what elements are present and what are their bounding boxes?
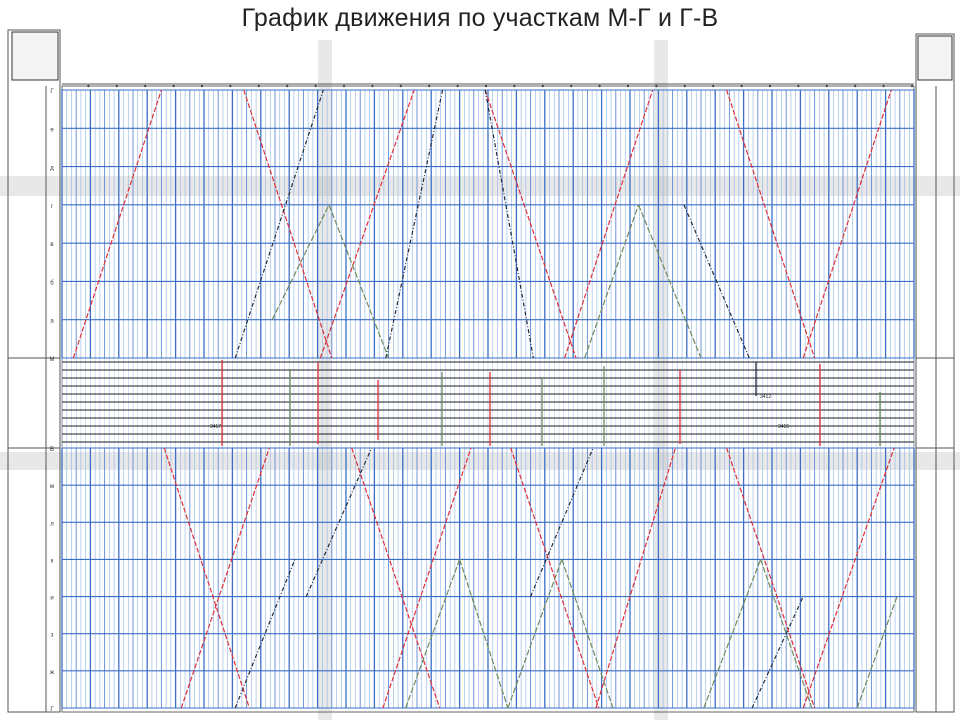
- station-labels: Ма б в г д е Г Гж з и к л м В 3417 3412 3415: [50, 89, 790, 713]
- hour-tick-mark: [626, 84, 630, 88]
- train-line: [507, 559, 563, 709]
- hour-tick-mark: [513, 84, 516, 88]
- train-line: [683, 204, 750, 359]
- train-line: [802, 447, 895, 709]
- hour-tick-mark: [371, 84, 374, 88]
- station-name: М: [50, 357, 55, 363]
- train-line: [243, 89, 333, 359]
- train-line: [726, 89, 816, 359]
- station-name: в: [50, 242, 53, 248]
- hour-tick-mark: [229, 84, 232, 88]
- train-line: [584, 204, 640, 359]
- highlight-band-right: [654, 40, 668, 720]
- train-line: [405, 559, 461, 709]
- hour-tick-mark: [541, 84, 544, 88]
- hour-tick-mark: [87, 84, 90, 88]
- train-line: [234, 89, 324, 359]
- station-tracks: [62, 361, 914, 443]
- station-name: д: [50, 166, 54, 172]
- train-line: [802, 89, 892, 359]
- hour-tick-mark: [314, 84, 317, 88]
- hour-tick-mark: [712, 84, 715, 88]
- train-number-label: 3417: [210, 424, 221, 430]
- train-line: [637, 204, 702, 359]
- left-table: [7, 29, 61, 713]
- station-name: В: [50, 447, 54, 453]
- train-line: [382, 447, 472, 709]
- train-line: [271, 204, 330, 320]
- hour-tick-mark: [854, 84, 857, 88]
- train-line: [561, 559, 614, 709]
- station-name: б: [50, 280, 54, 286]
- train-line: [564, 89, 654, 359]
- hour-tick-mark: [456, 84, 459, 88]
- train-line: [484, 89, 534, 359]
- hour-tick-mark: [484, 84, 488, 88]
- hour-tick-mark: [286, 84, 289, 88]
- station-name: г: [51, 204, 54, 210]
- train-line: [760, 559, 813, 709]
- train-line: [351, 447, 441, 709]
- hour-tick-mark: [144, 84, 147, 88]
- train-line: [319, 89, 415, 359]
- page-title: График движения по участкам М-Г и Г-В: [241, 4, 719, 32]
- train-number-label: 3412: [760, 394, 771, 400]
- train-line: [751, 596, 804, 709]
- train-line: [595, 447, 676, 709]
- train-line: [163, 447, 250, 709]
- train-line: [385, 89, 444, 359]
- hour-tick-mark: [399, 84, 402, 88]
- train-line: [180, 447, 270, 709]
- station-name: и: [50, 596, 53, 602]
- station-name: м: [50, 484, 54, 490]
- train-line: [856, 596, 898, 709]
- hour-tick-mark: [655, 84, 658, 88]
- train-line: [72, 89, 162, 359]
- hour-tick-mark: [115, 84, 119, 88]
- station-name: к: [51, 558, 54, 564]
- hour-tick-mark: [598, 84, 601, 88]
- hour-tick-mark: [768, 84, 772, 88]
- hour-tick-mark: [342, 84, 346, 88]
- train-line: [459, 559, 509, 709]
- left-header-box: [11, 31, 59, 81]
- chart-frame: [7, 29, 955, 713]
- train-line: [328, 204, 390, 359]
- train-line: [703, 559, 762, 709]
- hour-tick-mark: [825, 84, 828, 88]
- right-header-box: [917, 35, 953, 81]
- train-line: [305, 447, 373, 597]
- hour-tick-mark: [570, 84, 573, 88]
- station-name: Г: [50, 89, 54, 95]
- station-name: з: [51, 633, 54, 639]
- hour-tick-mark: [882, 84, 885, 88]
- right-table: [915, 33, 955, 713]
- station-name: е: [50, 127, 54, 133]
- train-line: [726, 447, 816, 709]
- hour-tick-mark: [172, 84, 175, 88]
- hour-tick-mark: [683, 84, 686, 88]
- station-name: л: [50, 521, 54, 527]
- train-lines: [72, 89, 898, 709]
- train-line: [484, 89, 577, 359]
- train-number-label: 3415: [778, 424, 789, 430]
- highlight-band-left: [318, 40, 332, 720]
- hour-tick-mark: [740, 84, 743, 88]
- station-name: а: [50, 319, 54, 325]
- hour-tick-mark: [428, 84, 431, 88]
- hour-tick-mark: [797, 84, 800, 88]
- hour-tick-mark: [257, 84, 260, 88]
- hour-tick-mark: [910, 84, 914, 88]
- station-name: ж: [50, 670, 54, 676]
- station-name: Г: [50, 707, 54, 713]
- hour-tick-mark: [200, 84, 204, 88]
- chart-grid: [61, 84, 915, 709]
